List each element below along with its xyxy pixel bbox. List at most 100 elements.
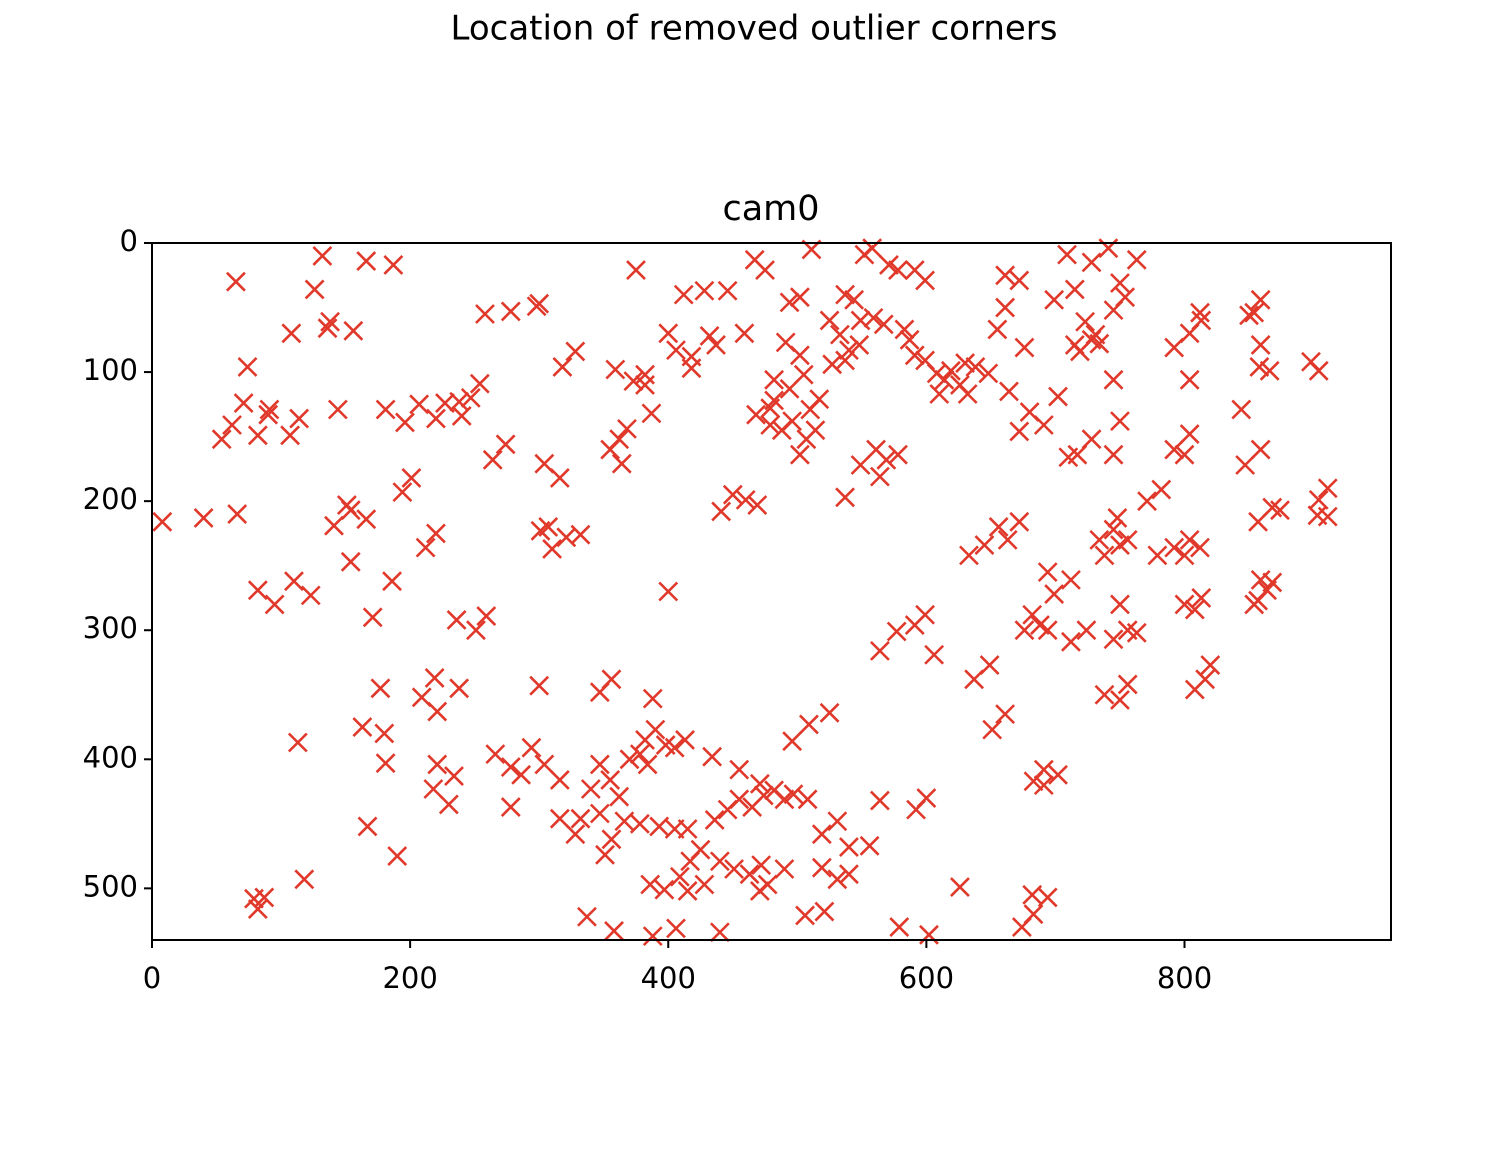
- point: [1067, 444, 1088, 465]
- point: [444, 766, 464, 786]
- point: [317, 318, 338, 339]
- point: [1037, 887, 1058, 908]
- point: [1262, 572, 1283, 593]
- point: [722, 484, 743, 505]
- point: [1250, 335, 1271, 355]
- point: [1184, 599, 1205, 620]
- point: [904, 615, 925, 635]
- point: [873, 314, 894, 335]
- point: [827, 869, 848, 890]
- point: [304, 279, 325, 300]
- x-tick-label: 800: [1157, 961, 1212, 995]
- point: [294, 869, 315, 890]
- point: [1103, 444, 1124, 465]
- point: [1076, 620, 1097, 641]
- point: [749, 881, 770, 901]
- point: [1174, 444, 1195, 465]
- point: [383, 255, 404, 275]
- point: [839, 340, 859, 361]
- point: [987, 319, 1008, 340]
- point: [320, 311, 341, 332]
- point: [876, 449, 897, 470]
- point: [999, 381, 1019, 402]
- point: [427, 754, 448, 775]
- point: [709, 922, 730, 943]
- point: [974, 535, 995, 555]
- point: [1009, 421, 1030, 442]
- point: [835, 350, 855, 371]
- point: [811, 857, 832, 878]
- point: [839, 864, 859, 885]
- point: [747, 495, 768, 515]
- point: [699, 326, 720, 346]
- point: [783, 784, 804, 805]
- point: [850, 455, 871, 475]
- point: [978, 363, 999, 384]
- plot-area: [152, 238, 1338, 947]
- point: [774, 859, 795, 879]
- point: [995, 297, 1016, 318]
- point: [1191, 310, 1212, 331]
- point: [1022, 884, 1043, 905]
- point: [395, 412, 415, 433]
- point: [356, 251, 377, 271]
- point: [1023, 904, 1044, 925]
- point: [904, 345, 925, 366]
- point: [635, 730, 655, 750]
- point: [601, 829, 622, 850]
- point: [1089, 529, 1110, 550]
- point: [611, 453, 632, 474]
- point: [623, 371, 644, 392]
- point: [511, 764, 532, 785]
- point: [799, 714, 819, 735]
- point: [549, 808, 570, 829]
- point: [1235, 455, 1256, 475]
- point: [709, 851, 730, 872]
- point: [934, 369, 955, 390]
- point: [222, 415, 242, 435]
- point: [669, 866, 690, 887]
- point: [521, 737, 542, 758]
- point: [1023, 771, 1044, 792]
- y-tick-label: 300: [83, 611, 138, 645]
- point: [642, 688, 663, 709]
- point: [1094, 684, 1115, 705]
- point: [475, 304, 495, 324]
- point: [605, 359, 626, 380]
- point: [760, 415, 781, 435]
- point: [1179, 369, 1200, 390]
- point: [1057, 244, 1077, 265]
- point: [862, 238, 883, 259]
- point: [629, 813, 650, 834]
- point: [915, 270, 936, 291]
- point: [324, 515, 344, 536]
- point: [1107, 508, 1128, 528]
- point: [1064, 335, 1085, 355]
- point: [549, 770, 570, 790]
- point: [829, 324, 850, 345]
- point: [827, 811, 848, 832]
- point: [259, 399, 280, 420]
- point: [619, 749, 640, 770]
- point: [375, 753, 396, 774]
- point: [451, 406, 472, 426]
- point: [1250, 439, 1271, 460]
- point: [1033, 415, 1054, 435]
- point: [1061, 631, 1081, 652]
- point: [658, 323, 679, 344]
- point: [1110, 594, 1130, 615]
- point: [340, 500, 361, 521]
- point: [1190, 537, 1210, 558]
- point: [284, 571, 304, 592]
- point: [1103, 519, 1124, 540]
- point: [988, 517, 1009, 537]
- point: [446, 609, 467, 630]
- point: [654, 879, 675, 900]
- point: [1117, 529, 1138, 550]
- point: [1147, 545, 1168, 566]
- point: [362, 607, 383, 628]
- point: [356, 509, 377, 530]
- point: [1089, 333, 1110, 354]
